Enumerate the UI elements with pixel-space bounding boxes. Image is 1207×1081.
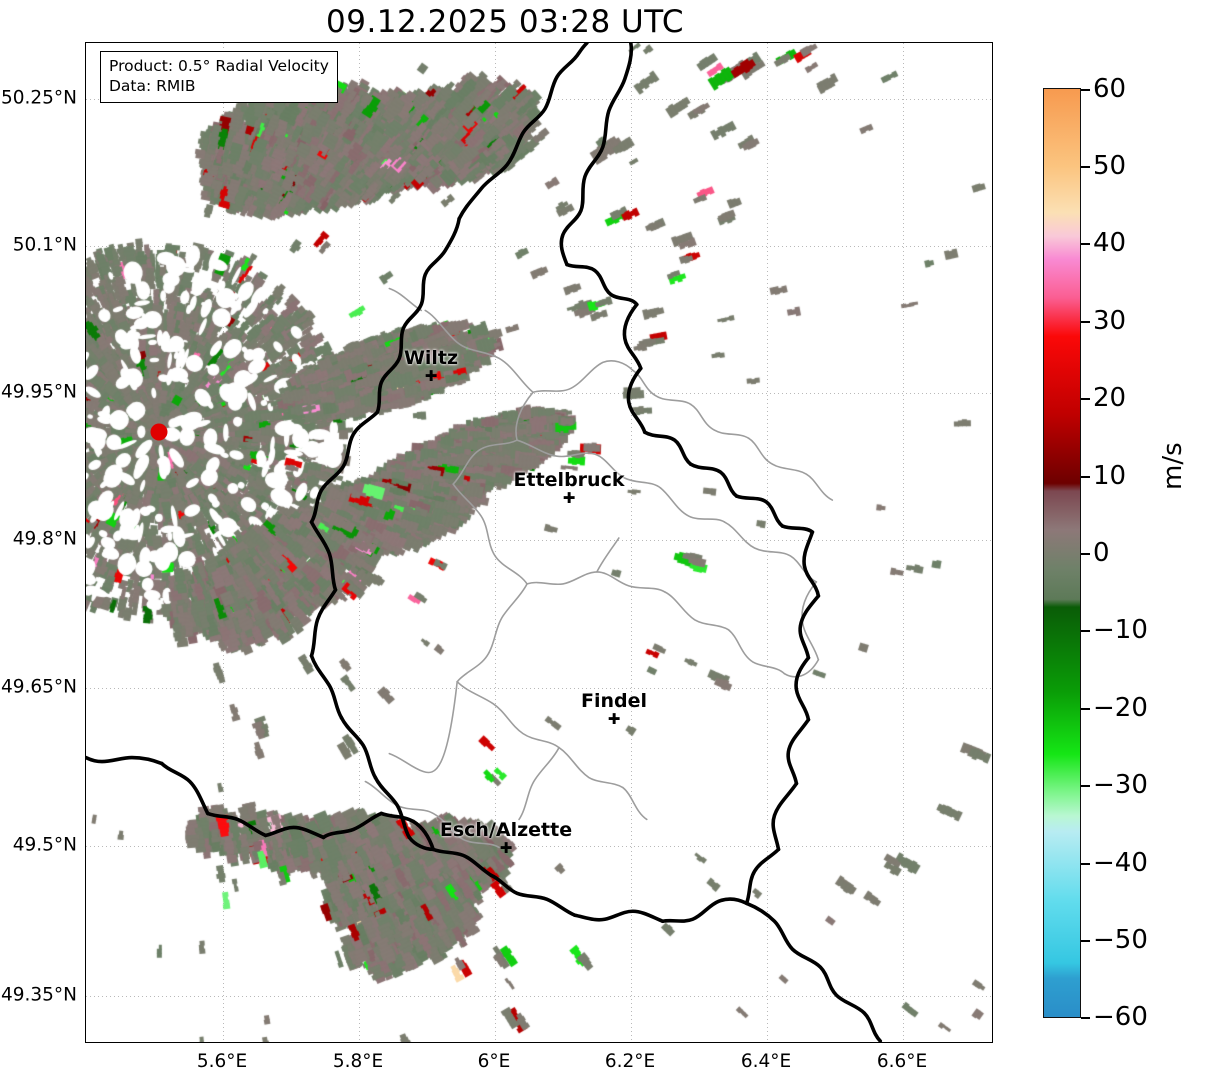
colorbar-tick: 40 (1081, 228, 1126, 258)
ytick-5: 49.5°N (12, 834, 77, 856)
colorbar-tick: −10 (1081, 615, 1148, 645)
colorbar-tick: −60 (1081, 1002, 1148, 1032)
colorbar-gradient (1044, 89, 1080, 1017)
radar-site-marker-icon (150, 423, 168, 441)
colorbar-tick: −30 (1081, 770, 1148, 800)
ytick-0: 50.25°N (0, 87, 77, 109)
colorbar-tick: 30 (1081, 306, 1126, 336)
colorbar-tick: −20 (1081, 693, 1148, 723)
xtick-0: 5.6°E (196, 1051, 248, 1072)
colorbar-tick-label: 10 (1093, 461, 1127, 491)
ytick-6: 49.35°N (0, 984, 77, 1006)
colorbar-tick: 10 (1081, 461, 1126, 491)
colorbar-tick-label: −10 (1093, 615, 1148, 645)
xtick-2: 6°E (477, 1051, 511, 1072)
info-product-line: Product: 0.5° Radial Velocity (109, 57, 329, 75)
colorbar-tick-label: 50 (1093, 151, 1127, 181)
colorbar-tick: −50 (1081, 925, 1148, 955)
colorbar-tick-label: 40 (1093, 228, 1127, 258)
colorbar-tick-label: 20 (1093, 383, 1127, 413)
map-borders-layer (86, 43, 883, 1042)
colorbar-unit-label: m/s (1158, 442, 1188, 490)
product-info-box: Product: 0.5° Radial Velocity Data: RMIB (100, 51, 338, 103)
colorbar-tick-label: 60 (1093, 74, 1127, 104)
x-axis-labels: 5.6°E 5.8°E 6°E 6.2°E 6.4°E 6.6°E (0, 1051, 1207, 1081)
y-axis-labels: 50.25°N 50.1°N 49.95°N 49.8°N 49.65°N 49… (0, 0, 78, 1081)
info-data-line: Data: RMIB (109, 77, 196, 96)
ytick-2: 49.95°N (0, 381, 77, 403)
colorbar-tick-label: −60 (1093, 1002, 1148, 1032)
colorbar-tick: 0 (1081, 538, 1110, 568)
colorbar-tick-label: −20 (1093, 693, 1148, 723)
colorbar-tick-label: −50 (1093, 925, 1148, 955)
colorbar-tick: 60 (1081, 74, 1126, 104)
colorbar-tick-label: 30 (1093, 306, 1127, 336)
page-title: 09.12.2025 03:28 UTC (326, 4, 684, 40)
xtick-4: 6.4°E (740, 1051, 792, 1072)
colorbar-tick: 20 (1081, 383, 1126, 413)
colorbar-tick: −40 (1081, 848, 1148, 878)
radar-echo-layer (86, 43, 992, 1042)
ytick-1: 50.1°N (12, 234, 77, 256)
map-plot-area[interactable]: Wiltz ✚ Ettelbruck ✚ Findel ✚ Esch/Alzet… (85, 42, 993, 1043)
colorbar-tick-label: 0 (1093, 538, 1110, 568)
colorbar (1043, 88, 1081, 1018)
colorbar-tick-label: −40 (1093, 848, 1148, 878)
colorbar-tick-labels: 60 50 40 30 20 10 0 −10 −20 −30 −40 −50 … (1081, 0, 1207, 1081)
colorbar-tick-label: −30 (1093, 770, 1148, 800)
ytick-3: 49.8°N (12, 528, 77, 550)
colorbar-tick: 50 (1081, 151, 1126, 181)
xtick-3: 6.2°E (604, 1051, 656, 1072)
ytick-4: 49.65°N (0, 676, 77, 698)
xtick-1: 5.8°E (332, 1051, 384, 1072)
xtick-5: 6.6°E (876, 1051, 928, 1072)
